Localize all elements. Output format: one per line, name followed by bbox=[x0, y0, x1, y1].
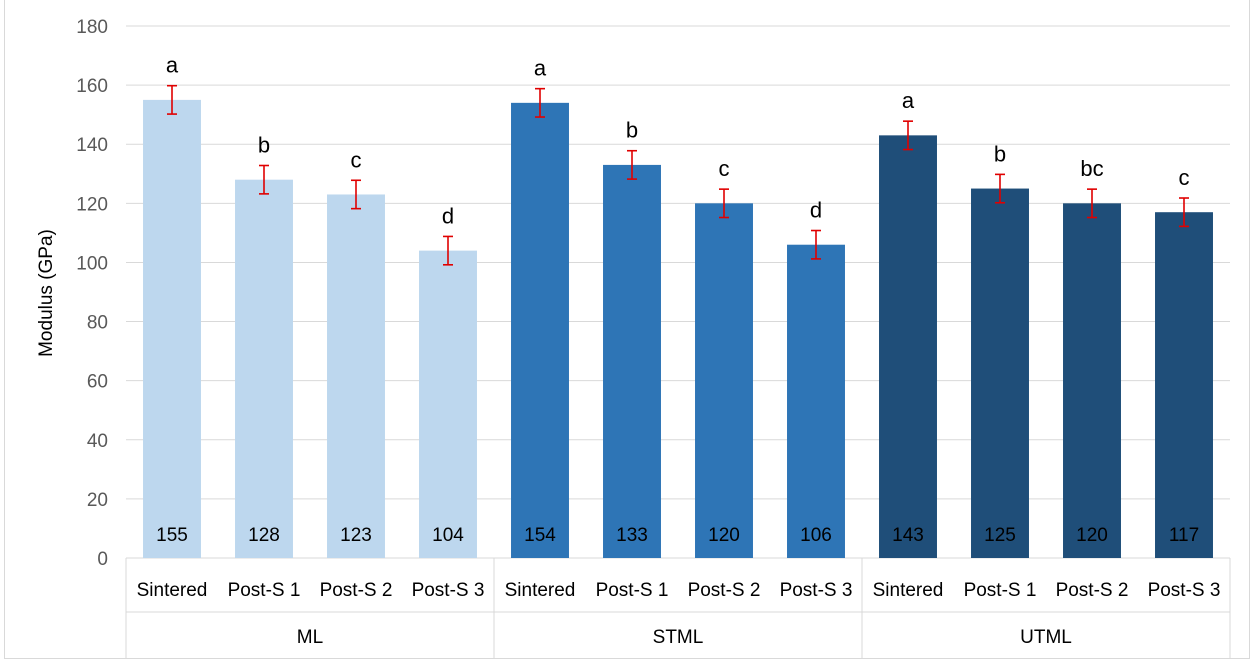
data-label: 143 bbox=[892, 525, 924, 546]
bar bbox=[327, 194, 385, 558]
gridlines bbox=[125, 25, 1231, 659]
significance-letter: d bbox=[442, 203, 454, 228]
x-tick-label: Sintered bbox=[505, 580, 576, 601]
x-tick-label: Post-S 3 bbox=[1148, 580, 1221, 601]
data-label: 155 bbox=[156, 525, 188, 546]
y-tick-label: 80 bbox=[87, 313, 108, 334]
significance-letter: c bbox=[1179, 165, 1190, 190]
bars bbox=[143, 99, 1213, 559]
data-label: 117 bbox=[1169, 525, 1199, 546]
data-label: 128 bbox=[248, 525, 280, 546]
bar bbox=[879, 135, 937, 558]
significance-letter: c bbox=[351, 147, 362, 172]
group-label: UTML bbox=[1020, 627, 1072, 648]
x-tick-label: Post-S 2 bbox=[1056, 580, 1129, 601]
data-label: 120 bbox=[1076, 525, 1108, 546]
labels: 0 20 40 60 80 100 120 140 160 180 a 155 Sintered b 128… bbox=[76, 17, 1220, 648]
y-tick-label: 140 bbox=[76, 135, 108, 156]
x-tick-label: Post-S 3 bbox=[780, 580, 853, 601]
y-tick-label: 60 bbox=[87, 372, 108, 393]
group-label: ML bbox=[297, 627, 323, 648]
x-tick-label: Sintered bbox=[873, 580, 944, 601]
bar bbox=[1063, 203, 1121, 559]
y-tick-label: 100 bbox=[76, 253, 108, 274]
x-tick-label: Post-S 1 bbox=[964, 580, 1037, 601]
data-label: 125 bbox=[984, 525, 1016, 546]
bar bbox=[695, 203, 753, 559]
data-label: 154 bbox=[524, 525, 556, 546]
chart-frame bbox=[4, 0, 1250, 659]
bar bbox=[143, 99, 201, 558]
bar bbox=[603, 164, 661, 558]
y-axis-label: Modulus (GPa) bbox=[36, 229, 57, 357]
x-tick-label: Post-S 1 bbox=[228, 580, 301, 601]
significance-letter: b bbox=[626, 118, 638, 143]
y-tick-label: 40 bbox=[87, 431, 108, 452]
data-label: 120 bbox=[708, 525, 740, 546]
data-label: 133 bbox=[616, 525, 648, 546]
significance-letter: a bbox=[534, 56, 547, 81]
significance-letter: c bbox=[719, 156, 730, 181]
x-tick-label: Post-S 2 bbox=[320, 580, 393, 601]
data-label: 106 bbox=[800, 525, 832, 546]
bar bbox=[787, 244, 845, 558]
group-label: STML bbox=[653, 627, 704, 648]
data-label: 104 bbox=[432, 525, 464, 546]
y-tick-label: 20 bbox=[87, 490, 108, 511]
error-bars bbox=[167, 84, 1189, 266]
x-tick-label: Post-S 1 bbox=[596, 580, 669, 601]
significance-letter: b bbox=[994, 141, 1006, 166]
bar bbox=[419, 250, 477, 558]
bar bbox=[1155, 212, 1213, 558]
significance-letter: a bbox=[902, 88, 915, 113]
y-tick-label: 180 bbox=[76, 17, 108, 38]
bar bbox=[235, 179, 293, 558]
y-tick-label: 120 bbox=[76, 194, 108, 215]
significance-letter: a bbox=[166, 53, 179, 78]
significance-letter: b bbox=[258, 133, 270, 158]
data-label: 123 bbox=[340, 525, 372, 546]
x-tick-label: Post-S 3 bbox=[412, 580, 485, 601]
significance-letter: d bbox=[810, 198, 822, 223]
x-tick-label: Sintered bbox=[137, 580, 208, 601]
significance-letter: bc bbox=[1080, 156, 1103, 181]
y-tick-label: 160 bbox=[76, 76, 108, 97]
y-tick-label: 0 bbox=[97, 549, 108, 570]
bar bbox=[971, 188, 1029, 559]
bar bbox=[511, 102, 569, 558]
x-tick-label: Post-S 2 bbox=[688, 580, 761, 601]
